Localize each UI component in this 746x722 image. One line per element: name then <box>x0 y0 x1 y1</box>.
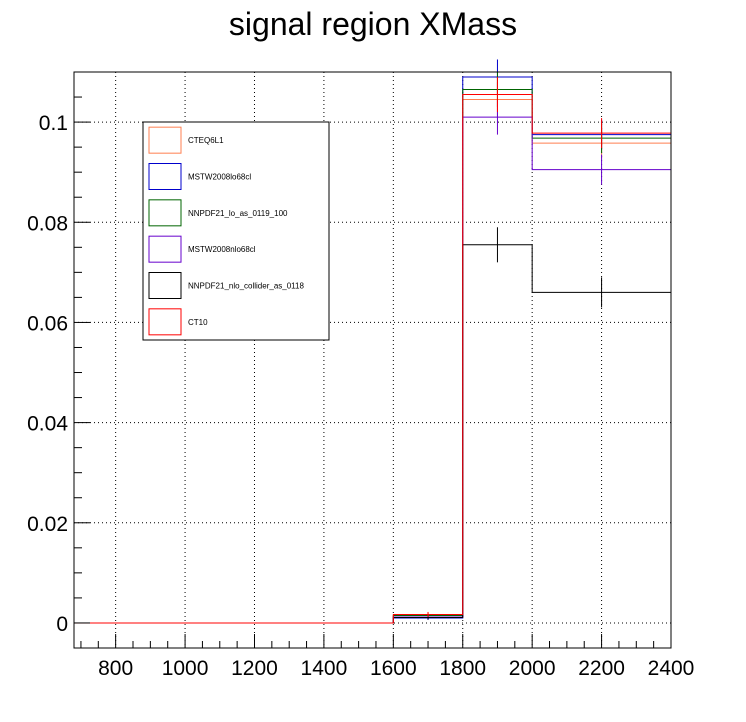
x-tick-label: 2400 <box>648 657 695 680</box>
legend-label: CT10 <box>188 318 208 327</box>
legend-label: NNPDF21_nlo_collider_as_0118 <box>188 282 304 291</box>
x-tick-label: 2200 <box>578 657 625 680</box>
legend-item: CT10 <box>148 308 208 336</box>
plot-frame <box>73 71 672 649</box>
legend-item: MSTW2008lo68cl <box>148 163 251 190</box>
y-tick-label: 0.02 <box>27 513 68 536</box>
x-tick-label: 1000 <box>162 657 209 680</box>
legend-item: NNPDF21_nlo_collider_as_0118 <box>148 272 304 299</box>
legend-swatch <box>148 235 182 263</box>
legend-item: CTEQ6L1 <box>148 126 224 154</box>
y-tick-label: 0 <box>56 613 68 636</box>
x-tick-label: 800 <box>98 657 133 680</box>
legend-swatch <box>148 308 182 336</box>
y-tick-label: 0.06 <box>27 312 68 335</box>
x-tick-label: 1200 <box>231 657 278 680</box>
legend-item: NNPDF21_lo_as_0119_100 <box>148 199 288 227</box>
x-tick-label: 2000 <box>509 657 556 680</box>
x-tick-label: 1600 <box>370 657 417 680</box>
legend-item: MSTW2008nlo68cl <box>148 235 256 263</box>
legend-label: CTEQ6L1 <box>188 136 224 145</box>
legend-swatch <box>148 272 182 299</box>
legend: CTEQ6L1 MSTW2008lo68cl NNPDF21_lo_as_0119_… <box>142 121 330 341</box>
histogram-line <box>74 94 671 624</box>
legend-label: MSTW2008lo68cl <box>188 173 251 182</box>
chart-title: signal region XMass <box>228 6 518 42</box>
series-layer <box>74 59 671 624</box>
y-tick-label: 0.08 <box>27 212 68 235</box>
x-tick-label: 1400 <box>301 657 348 680</box>
y-tick-label: 0.04 <box>27 413 68 436</box>
series-CT10 <box>74 77 671 624</box>
y-tick-label: 0.1 <box>39 112 68 135</box>
legend-swatch <box>148 163 182 190</box>
legend-swatch <box>148 126 182 154</box>
legend-label: MSTW2008nlo68cl <box>188 245 256 254</box>
legend-label: NNPDF21_lo_as_0119_100 <box>188 209 288 218</box>
x-tick-label: 1800 <box>439 657 486 680</box>
legend-box <box>142 121 330 341</box>
legend-swatch <box>148 199 182 227</box>
axes: 800 1000 1200 1400 1600 1800 2000 2200 2400 0 0.02… <box>27 71 695 680</box>
